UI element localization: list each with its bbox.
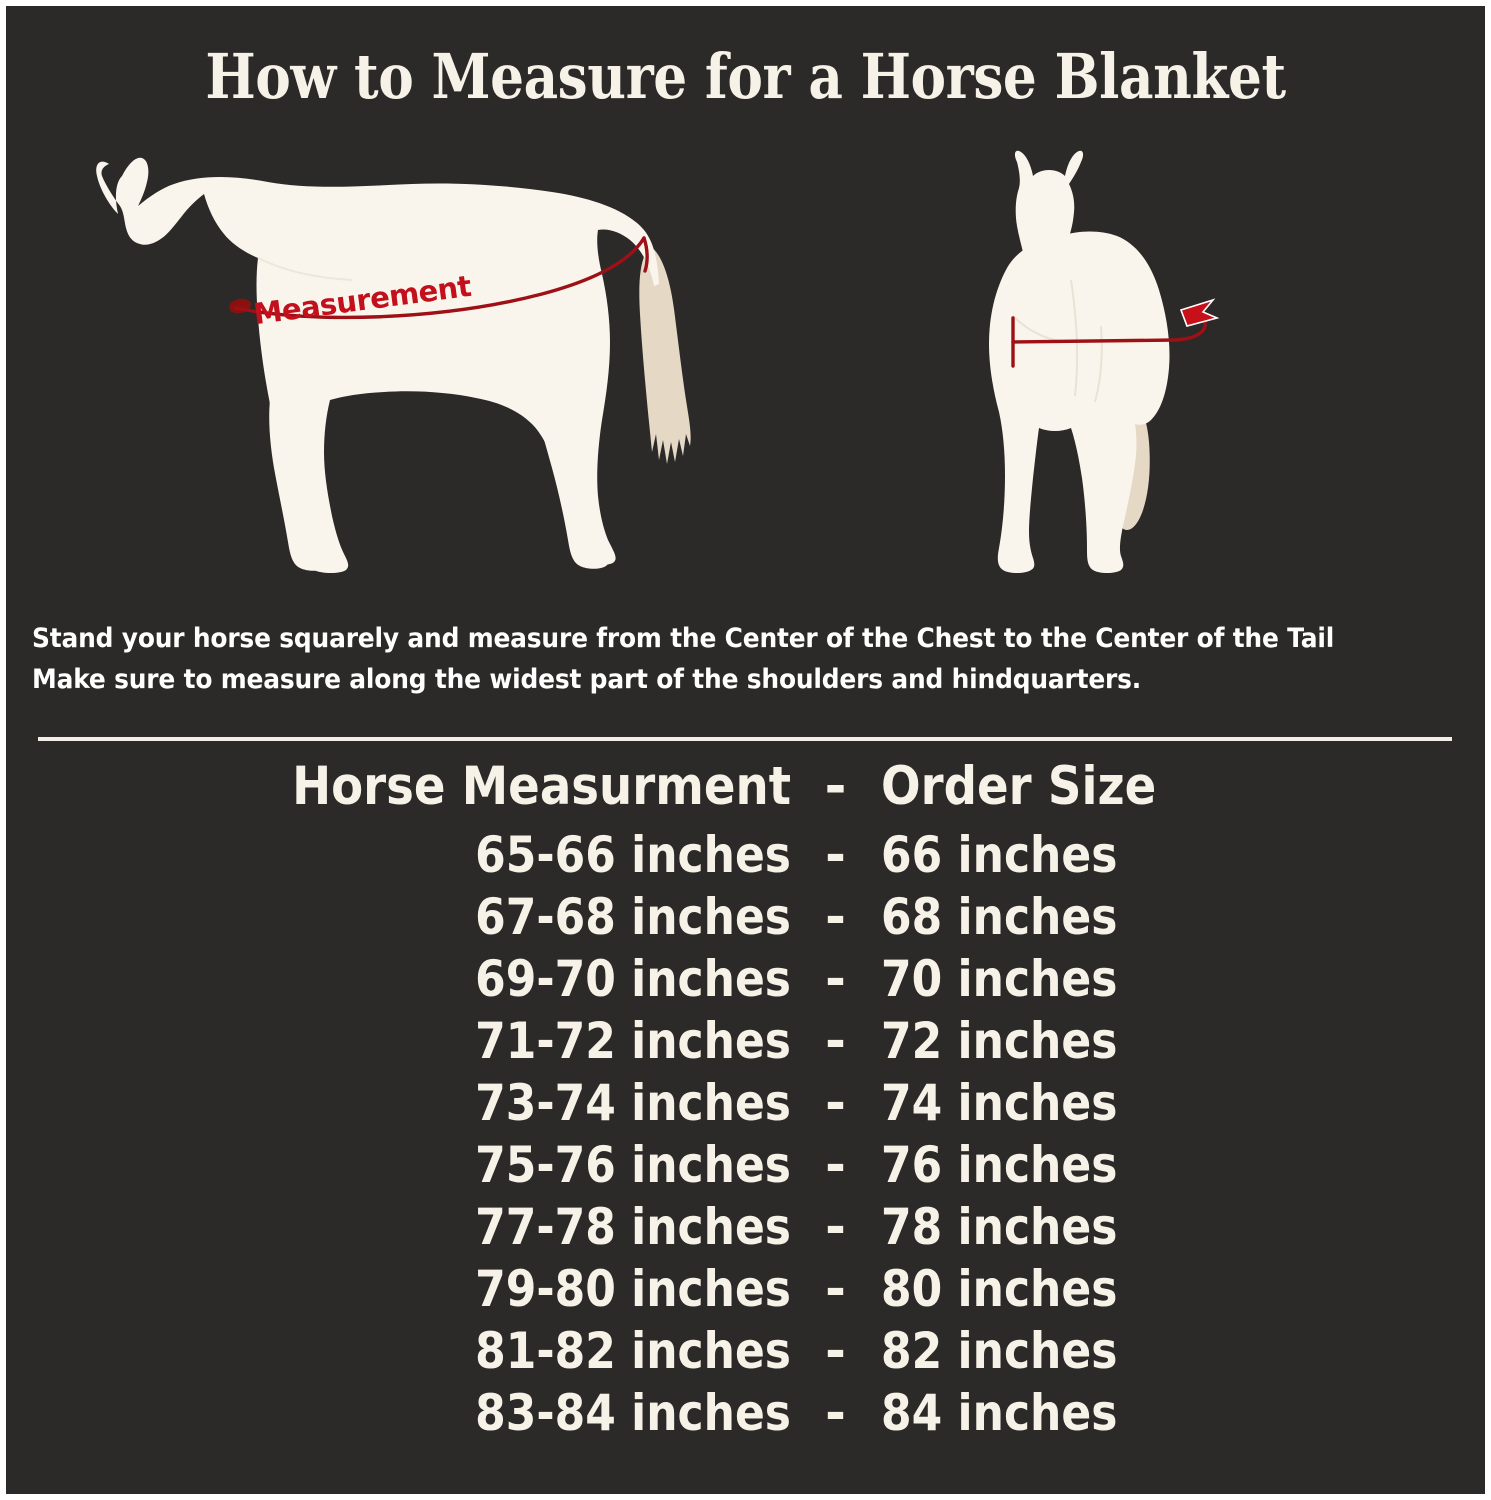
cell-measurement: 65-66 inches: [474, 826, 791, 885]
horse-shadow-edge: [257, 257, 353, 281]
horse-front-leg-shape: [269, 396, 329, 571]
cell-dash: -: [825, 1074, 846, 1133]
cell-dash: -: [825, 1012, 846, 1071]
cell-measurement: 75-76 inches: [474, 1136, 791, 1195]
table-row: 77-78 inches - 78 inches: [6, 1196, 1485, 1258]
cell-order-size: 82 inches: [880, 1322, 1117, 1381]
cell-dash: -: [825, 1384, 846, 1443]
table-row: 67-68 inches - 68 inches: [6, 886, 1485, 948]
table-row: 75-76 inches - 76 inches: [6, 1134, 1485, 1196]
horse-body-shape: [96, 157, 660, 573]
cell-dash: -: [825, 950, 846, 1009]
infographic-poster: How to Measure for a Horse Blanket Measu…: [6, 6, 1485, 1494]
cell-measurement: 69-70 inches: [474, 950, 791, 1009]
size-chart-table: Horse Measurment - Order Size 65-66 inch…: [6, 756, 1485, 1444]
cell-order-size: 78 inches: [880, 1198, 1117, 1257]
cell-dash: -: [825, 1260, 846, 1319]
cell-order-size: 66 inches: [880, 826, 1117, 885]
cell-measurement: 77-78 inches: [474, 1198, 791, 1257]
rear-measurement-line: [1011, 320, 1207, 344]
measurement-line-top: [642, 236, 649, 273]
header-order-size: Order Size: [880, 756, 1156, 817]
table-row: 81-82 inches - 82 inches: [6, 1320, 1485, 1382]
cell-order-size: 76 inches: [880, 1136, 1117, 1195]
instructions-block: Stand your horse squarely and measure fr…: [32, 618, 1376, 700]
header-dash: -: [824, 756, 847, 817]
instruction-line-1: Stand your horse squarely and measure fr…: [32, 623, 1335, 654]
table-row: 83-84 inches - 84 inches: [6, 1382, 1485, 1444]
table-row: 65-66 inches - 66 inches: [6, 824, 1485, 886]
cell-measurement: 67-68 inches: [474, 888, 791, 947]
cell-order-size: 70 inches: [880, 950, 1117, 1009]
cell-dash: -: [825, 1136, 846, 1195]
section-divider: [38, 737, 1452, 741]
cell-measurement: 71-72 inches: [474, 1012, 791, 1071]
horse-rear-leg-shape: [536, 404, 609, 569]
cell-order-size: 72 inches: [880, 1012, 1117, 1071]
page-title: How to Measure for a Horse Blanket: [205, 40, 1286, 113]
horse-side-view-illustration: Measurement: [96, 157, 691, 573]
cell-order-size: 84 inches: [880, 1384, 1117, 1443]
table-row: 69-70 inches - 70 inches: [6, 948, 1485, 1010]
cell-order-size: 80 inches: [880, 1260, 1117, 1319]
horse-tail-shape: [639, 246, 691, 464]
measurement-line: [234, 236, 646, 320]
cell-measurement: 73-74 inches: [474, 1074, 791, 1133]
table-header-row: Horse Measurment - Order Size: [6, 756, 1485, 824]
cell-order-size: 74 inches: [880, 1074, 1117, 1133]
instruction-line-2: Make sure to measure along the widest pa…: [32, 664, 1142, 696]
horse-rear-body-shape: [989, 231, 1170, 573]
cell-dash: -: [825, 1198, 846, 1257]
header-measurement: Horse Measurment: [291, 756, 791, 817]
table-row: 73-74 inches - 74 inches: [6, 1072, 1485, 1134]
cell-dash: -: [825, 1322, 846, 1381]
measurement-anchor-dot: [229, 298, 251, 314]
horse-rear-view-illustration: [989, 150, 1220, 573]
illustration-area: Measurement: [6, 134, 1485, 604]
cell-order-size: 68 inches: [880, 888, 1117, 947]
table-row: 79-80 inches - 80 inches: [6, 1258, 1485, 1320]
cell-dash: -: [825, 888, 846, 947]
cell-measurement: 81-82 inches: [474, 1322, 791, 1381]
rear-measurement-arrowhead: [1179, 298, 1220, 327]
cell-dash: -: [825, 826, 846, 885]
cell-measurement: 79-80 inches: [474, 1260, 791, 1319]
table-row: 71-72 inches - 72 inches: [6, 1010, 1485, 1072]
cell-measurement: 83-84 inches: [474, 1384, 791, 1443]
